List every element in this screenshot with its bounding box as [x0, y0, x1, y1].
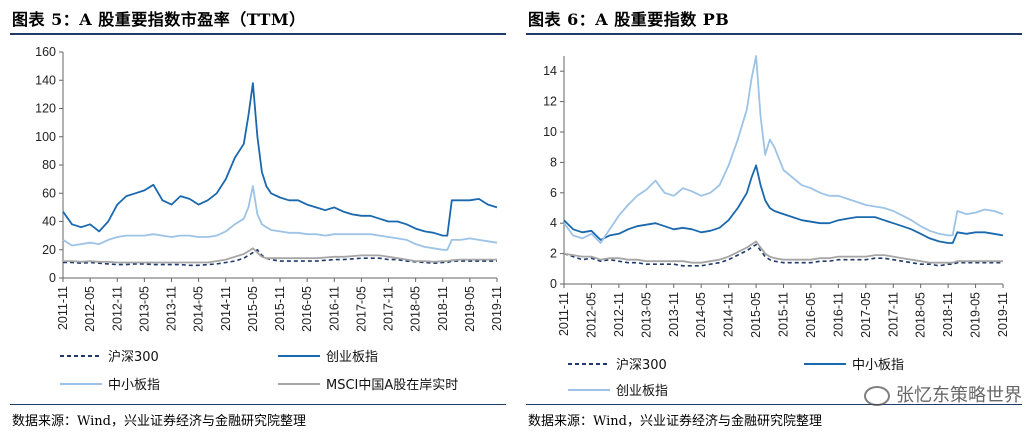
y-tick-label: 0	[550, 277, 557, 291]
series-line-4	[563, 240, 1003, 264]
x-tick-label: 2018-11	[941, 292, 955, 337]
x-tick-label: 2019-05	[969, 292, 983, 338]
x-tick-label: 2012-11	[110, 286, 124, 331]
x-tick-label: 2013-11	[165, 286, 179, 331]
chart-title: 图表 5：A 股重要指数市盈率（TTM）	[12, 10, 306, 29]
x-tick-label: 2016-11	[831, 292, 845, 337]
series-line-2	[563, 164, 1004, 244]
x-tick-label: 2016-05	[300, 286, 314, 332]
y-tick-label: 140	[35, 73, 56, 87]
legend-label: MSCI中国A股在岸实时	[326, 378, 458, 393]
x-tick-label: 2014-05	[694, 292, 708, 338]
legend-label: 沪深300	[108, 349, 159, 365]
y-tick-label: 80	[42, 158, 56, 172]
y-tick-label: 160	[35, 45, 56, 59]
legend-label: 沪深300	[616, 357, 667, 373]
y-tick-label: 60	[42, 186, 56, 200]
series-line-3	[563, 55, 1004, 244]
x-tick-label: 2012-05	[584, 292, 598, 338]
x-tick-label: 2017-11	[886, 292, 900, 337]
x-tick-label: 2017-05	[859, 292, 873, 338]
x-tick-label: 2015-05	[749, 292, 763, 338]
y-tick-label: 20	[42, 243, 56, 257]
x-tick-label: 2018-05	[409, 286, 423, 332]
x-tick-label: 2017-05	[354, 286, 368, 332]
y-tick-label: 10	[543, 125, 557, 139]
x-tick-label: 2014-05	[192, 286, 206, 332]
source-note: 数据来源：Wind，兴业证券经济与金融研究院整理	[528, 414, 822, 429]
x-tick-label: 2014-11	[722, 292, 736, 337]
x-tick-label: 2016-11	[327, 286, 341, 331]
watermark-text: 张忆东策略世界	[896, 385, 1022, 406]
x-tick-label: 2015-05	[246, 286, 260, 332]
title-divider	[526, 33, 1022, 35]
y-tick-label: 2	[550, 247, 557, 261]
chart-title: 图表 6：A 股重要指数 PB	[528, 10, 730, 29]
x-tick-label: 2017-11	[382, 286, 396, 331]
pb-chart: 0 2 4 6 8 10 12 14 2011-11 2012-05 2012-11 2013-05 2…	[543, 55, 1010, 399]
x-tick-label: 2012-05	[83, 286, 97, 332]
series-line-1	[563, 243, 1003, 267]
y-tick-label: 14	[543, 64, 557, 78]
y-tick-label: 40	[42, 215, 56, 229]
x-tick-label: 2019-11	[490, 286, 504, 331]
series-line-4	[63, 247, 497, 264]
source-divider	[526, 404, 1022, 405]
x-tick-label: 2015-11	[777, 292, 791, 337]
source-divider	[10, 404, 506, 405]
x-tick-label: 2013-05	[639, 292, 653, 338]
x-tick-label: 2013-05	[137, 286, 151, 332]
pe-chart: 0 20 40 60 80 100 120 140 160 2011-11 2012-05 2012-…	[35, 45, 504, 393]
left-chart-panel: 图表 5：A 股重要指数市盈率（TTM） 0 20 40 60 80 100 120 140 1…	[10, 10, 506, 429]
legend-label: 中小板指	[108, 378, 160, 393]
x-tick-label: 2019-05	[463, 286, 477, 332]
x-tick-label: 2012-11	[612, 292, 626, 337]
x-tick-label: 2013-11	[667, 292, 681, 337]
y-tick-label: 4	[550, 216, 557, 230]
y-tick-label: 12	[543, 95, 557, 109]
x-tick-label: 2011-11	[557, 292, 571, 336]
legend-label: 创业板指	[326, 350, 378, 365]
y-tick-label: 8	[550, 155, 557, 169]
watermark: 张忆东策略世界	[864, 381, 1022, 407]
title-divider	[10, 33, 506, 35]
source-note: 数据来源：Wind，兴业证券经济与金融研究院整理	[12, 414, 306, 429]
x-tick-label: 2016-05	[804, 292, 818, 338]
wechat-channel-icon	[864, 386, 890, 406]
y-tick-label: 0	[49, 271, 56, 285]
right-chart-panel: 图表 6：A 股重要指数 PB 0 2 4 6 8 10 12 14 2011-11 2012-0…	[516, 0, 1032, 435]
x-tick-label: 2014-11	[219, 286, 233, 331]
series-line-1	[63, 249, 497, 267]
x-tick-label: 2018-11	[436, 286, 450, 331]
y-tick-label: 6	[550, 186, 557, 200]
series-line-2	[62, 82, 498, 237]
y-tick-label: 120	[35, 102, 56, 116]
x-tick-label: 2015-11	[273, 286, 287, 331]
y-tick-label: 100	[35, 130, 56, 144]
legend-label: 中小板指	[852, 358, 904, 373]
series-line-3	[62, 185, 498, 251]
legend-label: 创业板指	[616, 384, 668, 399]
x-tick-label: 2011-11	[56, 286, 70, 330]
x-tick-label: 2018-05	[914, 292, 928, 338]
x-tick-label: 2019-11	[996, 292, 1010, 337]
